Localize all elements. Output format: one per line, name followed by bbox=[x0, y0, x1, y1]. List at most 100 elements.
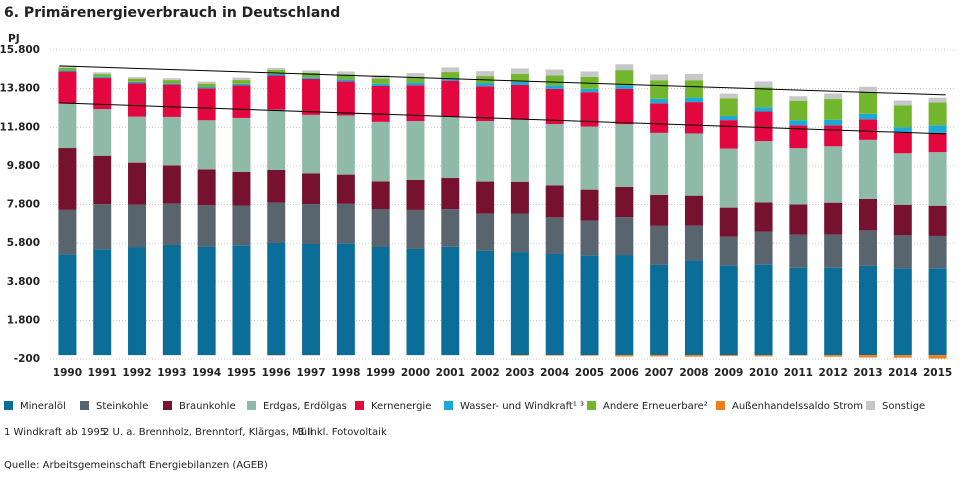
bar-segment bbox=[615, 70, 634, 86]
x-tick-label: 2003 bbox=[505, 367, 534, 379]
bar-segment bbox=[93, 72, 112, 75]
bar-segment bbox=[510, 252, 529, 356]
legend-swatch bbox=[444, 401, 453, 410]
chart-title: 6. Primärenergieverbrauch in Deutschland bbox=[4, 5, 340, 21]
bar-segment bbox=[615, 187, 634, 218]
bar-segment bbox=[719, 98, 738, 117]
bar-segment bbox=[824, 146, 843, 203]
x-tick-label: 1993 bbox=[157, 367, 186, 379]
bar-segment bbox=[719, 148, 738, 208]
source: Quelle: Arbeitsgemeinschaft Energiebilan… bbox=[4, 460, 268, 471]
bar-segment bbox=[510, 119, 529, 182]
bar-segment bbox=[162, 84, 181, 117]
bar-segment bbox=[580, 126, 599, 190]
bar-segment bbox=[406, 82, 425, 86]
y-tick-label: 15.800 bbox=[0, 44, 40, 56]
bar-segment bbox=[754, 87, 773, 108]
bar-segment bbox=[615, 255, 634, 356]
bar-segment bbox=[545, 253, 564, 356]
legend-swatch bbox=[587, 401, 596, 410]
bar-segment bbox=[336, 203, 355, 244]
legend-label: Mineralöl bbox=[20, 401, 66, 412]
bar-segment bbox=[545, 85, 564, 89]
bar-segment bbox=[858, 113, 877, 120]
bar-segment bbox=[545, 217, 564, 254]
bar-segment bbox=[162, 78, 181, 80]
bar-segment bbox=[476, 83, 495, 87]
x-tick-label: 2006 bbox=[610, 367, 639, 379]
bar-segment bbox=[754, 111, 773, 142]
bar-segment bbox=[650, 74, 669, 81]
bar-segment bbox=[684, 80, 703, 98]
bar-segment bbox=[58, 148, 77, 210]
bar-segment bbox=[371, 85, 390, 122]
bar-segment bbox=[476, 181, 495, 214]
bar-segment bbox=[545, 124, 564, 186]
trend-line bbox=[59, 102, 946, 135]
bar-segment bbox=[893, 355, 912, 358]
bar-segment bbox=[93, 76, 112, 79]
x-tick-label: 2013 bbox=[853, 367, 882, 379]
bar-segment bbox=[580, 255, 599, 356]
bar-segment bbox=[893, 204, 912, 235]
x-tick-label: 2012 bbox=[819, 367, 848, 379]
legend-label: Sonstige bbox=[882, 401, 925, 412]
bar-segment bbox=[580, 189, 599, 221]
bar-segment bbox=[197, 246, 216, 356]
x-tick-label: 1990 bbox=[53, 367, 82, 379]
bar-segment bbox=[371, 78, 390, 84]
bar-segment bbox=[441, 209, 460, 247]
bar-segment bbox=[302, 243, 321, 356]
bar-segment bbox=[858, 265, 877, 356]
bar-segment bbox=[232, 205, 251, 246]
bar-segment bbox=[476, 250, 495, 356]
bar-segment bbox=[371, 121, 390, 182]
x-tick-label: 2010 bbox=[749, 367, 778, 379]
bar-segment bbox=[302, 173, 321, 205]
bar-segment bbox=[893, 234, 912, 269]
bar-segment bbox=[615, 88, 634, 125]
bar-segment bbox=[754, 107, 773, 112]
bar-segment bbox=[162, 165, 181, 204]
bar-segment bbox=[58, 65, 77, 68]
bar-segment bbox=[58, 70, 77, 72]
bar-segment bbox=[615, 355, 634, 357]
bar-segment bbox=[371, 209, 390, 248]
bar-segment bbox=[928, 102, 947, 126]
x-tick-label: 2004 bbox=[540, 367, 569, 379]
bar-segment bbox=[719, 355, 738, 357]
bar-segment bbox=[58, 254, 77, 356]
bar-segment bbox=[128, 247, 147, 356]
legend-swatch bbox=[80, 401, 89, 410]
bar-segment bbox=[302, 72, 321, 78]
bar-segment bbox=[928, 132, 947, 153]
x-tick-label: 1991 bbox=[88, 367, 117, 379]
bar-segment bbox=[824, 355, 843, 357]
bar-segment bbox=[302, 77, 321, 79]
bar-segment bbox=[650, 194, 669, 226]
bar-segment bbox=[232, 83, 251, 86]
bar-segment bbox=[580, 355, 599, 356]
bar-segment bbox=[684, 225, 703, 261]
bar-segment bbox=[197, 169, 216, 206]
bar-segment bbox=[232, 245, 251, 356]
bar-segment bbox=[789, 125, 808, 149]
bar-segment bbox=[406, 77, 425, 83]
bar-segment bbox=[858, 355, 877, 358]
bar-segment bbox=[858, 119, 877, 140]
bar-segment bbox=[650, 355, 669, 357]
bar-segment bbox=[58, 103, 77, 149]
bar-segment bbox=[336, 115, 355, 175]
bar-segment bbox=[719, 207, 738, 237]
y-tick-label: -200 bbox=[14, 353, 40, 365]
bar-segment bbox=[232, 85, 251, 118]
bar-segment bbox=[128, 78, 147, 82]
bar-segment bbox=[789, 267, 808, 356]
bar-segment bbox=[510, 81, 529, 85]
bar-segment bbox=[580, 92, 599, 127]
bar-segment bbox=[684, 355, 703, 357]
bar-segment bbox=[128, 81, 147, 84]
bar-segment bbox=[302, 114, 321, 174]
bar-segment bbox=[302, 70, 321, 73]
